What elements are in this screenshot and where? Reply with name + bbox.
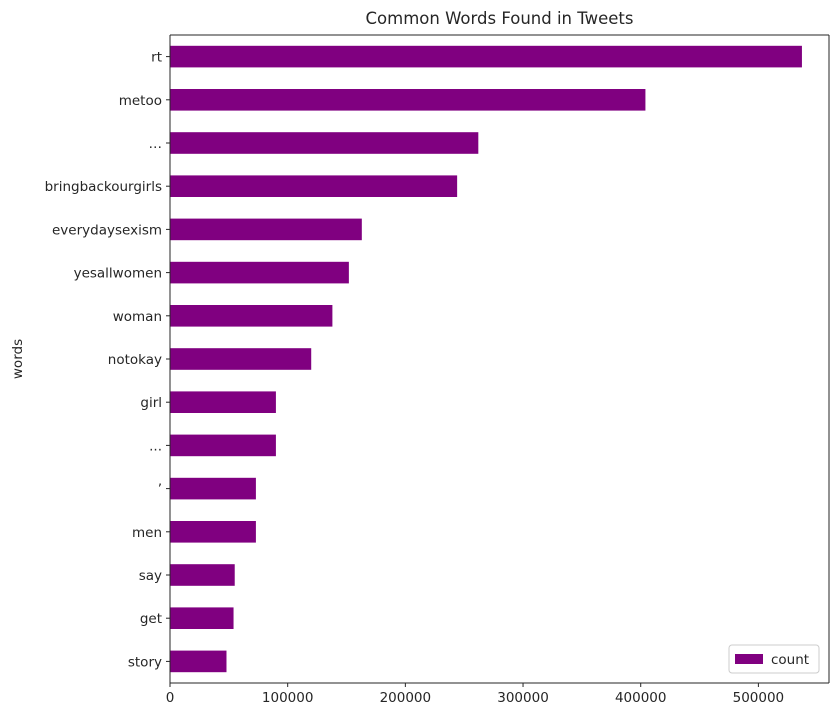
- chart-title: Common Words Found in Tweets: [366, 9, 634, 28]
- y-tick-label: story: [128, 654, 162, 670]
- y-tick-label: metoo: [119, 93, 162, 109]
- y-tick-label: notokay: [108, 352, 162, 368]
- x-tick-label: 300000: [497, 690, 549, 706]
- y-tick-label: ’: [158, 482, 162, 498]
- bar-10: [170, 477, 256, 500]
- bar-14: [170, 650, 227, 673]
- y-tick-label: rt: [151, 50, 162, 66]
- x-tick-label: 0: [166, 690, 175, 706]
- bar-7: [170, 348, 312, 370]
- y-tick-label: everydaysexism: [52, 222, 162, 238]
- x-tick-label: 200000: [380, 690, 432, 706]
- bar-9: [170, 434, 276, 457]
- bar-5: [170, 261, 349, 284]
- bar-12: [170, 564, 235, 586]
- legend-label: count: [771, 652, 809, 668]
- legend-swatch: [735, 654, 763, 664]
- legend-box: [728, 644, 820, 674]
- y-axis-label: words: [10, 339, 26, 379]
- y-tick-label: get: [140, 611, 162, 627]
- x-ticks-group: 0 100000 200000 300000 400000 500000: [166, 683, 784, 706]
- bar-1: [170, 89, 646, 111]
- x-tick-label: 100000: [262, 690, 314, 706]
- y-tick-label: …: [149, 136, 163, 152]
- y-tick-label: say: [139, 568, 162, 584]
- bar-2: [170, 132, 479, 154]
- bar-8: [170, 391, 276, 413]
- axes-frame: [169, 34, 830, 684]
- bar-0: [170, 45, 802, 68]
- legend: count: [728, 644, 820, 674]
- bar-4: [170, 218, 362, 241]
- x-tick-label: 500000: [733, 690, 785, 706]
- y-tick-label: bringbackourgirls: [45, 179, 162, 195]
- bar-6: [170, 305, 333, 327]
- y-tick-label: ...: [149, 438, 162, 454]
- y-tick-label: men: [132, 525, 162, 541]
- bars-group: [170, 45, 802, 673]
- y-tick-label: girl: [140, 395, 162, 411]
- bar-3: [170, 175, 458, 197]
- y-ticks-group: rt metoo … bringbackourgirls everydaysexism y…: [45, 50, 170, 670]
- y-tick-label: yesallwomen: [74, 266, 162, 282]
- bar-11: [170, 521, 256, 543]
- y-tick-label: woman: [113, 309, 162, 325]
- x-tick-label: 400000: [615, 690, 667, 706]
- bar-13: [170, 607, 234, 629]
